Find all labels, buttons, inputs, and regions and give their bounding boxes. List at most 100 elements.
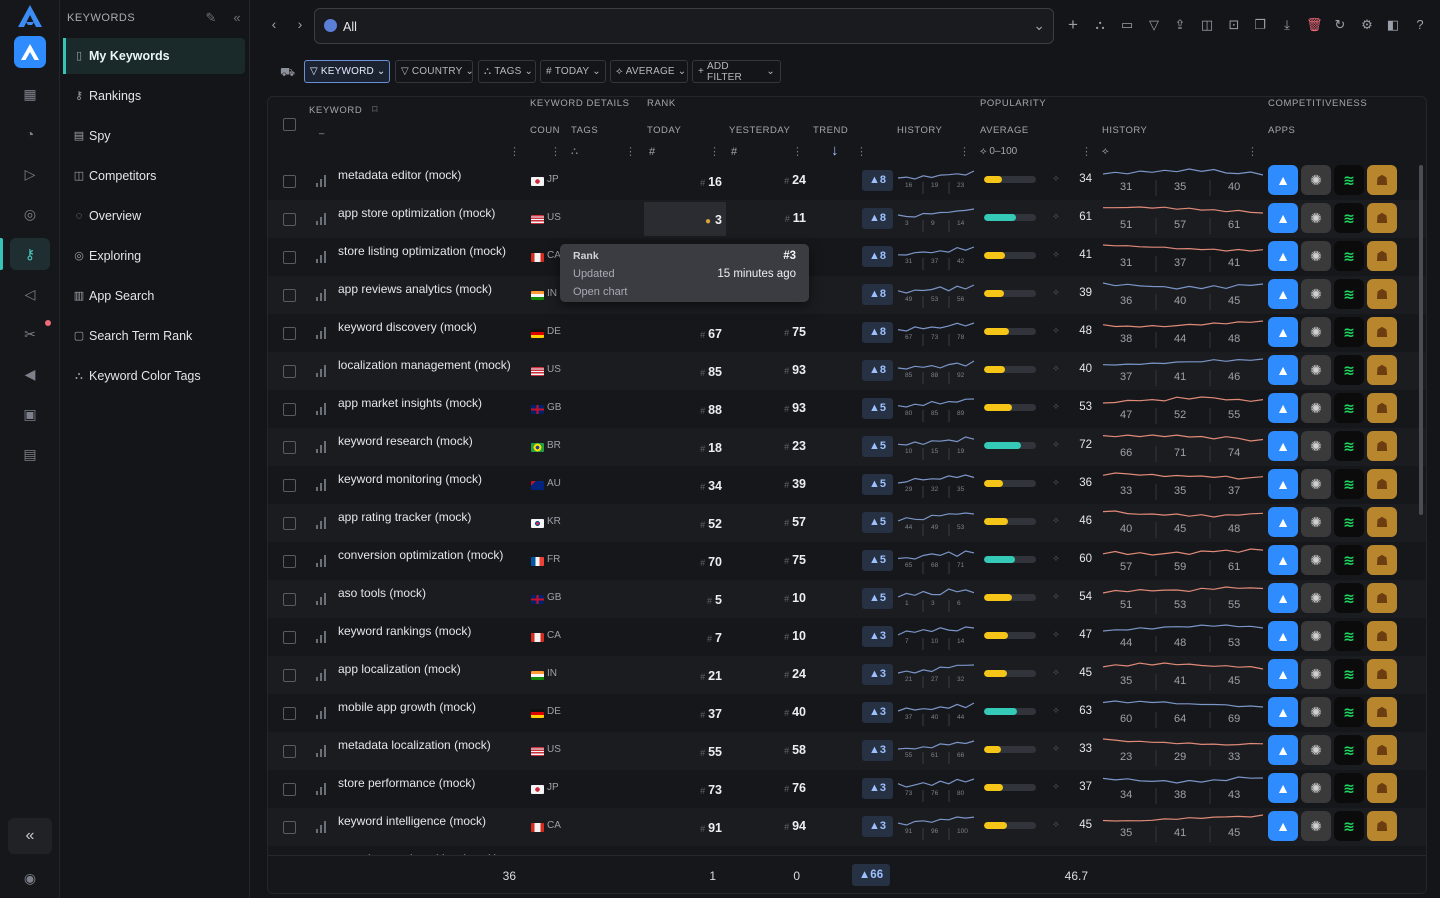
back-icon[interactable]: ‹	[271, 16, 277, 32]
sort-desc-icon[interactable]: ↓	[831, 142, 839, 159]
appfollow-app-icon[interactable]: ▲	[1268, 507, 1298, 537]
keyword-text[interactable]: app reviews analytics (mock)	[338, 282, 493, 296]
stats-icon[interactable]	[316, 479, 328, 491]
popularity-history-sparkline[interactable]	[1102, 430, 1264, 464]
table-row[interactable]: store listing optimization (mock) CA #31…	[268, 238, 1426, 276]
popularity-history-sparkline[interactable]	[1102, 810, 1264, 844]
header-apps[interactable]: APPS	[1268, 125, 1296, 136]
account-icon[interactable]: ◉	[23, 869, 37, 886]
app-avatar[interactable]	[14, 36, 46, 68]
appfollow-app-icon[interactable]: ▲	[1268, 279, 1298, 309]
stats-icon[interactable]	[316, 365, 328, 377]
row-checkbox[interactable]	[283, 175, 296, 188]
stats-icon[interactable]	[316, 821, 328, 833]
spotify-app-icon[interactable]: ≋	[1334, 735, 1364, 765]
table-row[interactable]: keyword research (mock) BR #18 #23 ▲5 10…	[268, 428, 1426, 466]
today-cell[interactable]: #16	[644, 164, 726, 198]
group-toggle-icon[interactable]: ⛟	[280, 65, 296, 79]
row-checkbox[interactable]	[283, 669, 296, 682]
chatgpt-app-icon[interactable]: ✺	[1301, 811, 1331, 841]
row-checkbox[interactable]	[283, 441, 296, 454]
header-tags[interactable]: TAGS	[571, 125, 599, 136]
row-checkbox[interactable]	[283, 517, 296, 530]
upload-icon[interactable]: ⇪	[1174, 17, 1186, 32]
spotify-app-icon[interactable]: ≋	[1334, 241, 1364, 271]
table-row[interactable]: keyword discovery (mock) DE #67 #75 ▲8 6…	[268, 314, 1426, 352]
chatgpt-app-icon[interactable]: ✺	[1301, 545, 1331, 575]
game-app-icon[interactable]: ☗	[1367, 583, 1397, 613]
today-cell[interactable]: #52	[644, 506, 726, 540]
appfollow-app-icon[interactable]: ▲	[1268, 241, 1298, 271]
game-app-icon[interactable]: ☗	[1367, 469, 1397, 499]
capture-icon[interactable]: ⊡	[1228, 17, 1240, 32]
rank-history-sparkline[interactable]	[897, 354, 975, 388]
stats-icon[interactable]	[316, 289, 328, 301]
rank-history-sparkline[interactable]	[897, 202, 975, 236]
game-app-icon[interactable]: ☗	[1367, 393, 1397, 423]
appfollow-app-icon[interactable]: ▲	[1268, 431, 1298, 461]
row-checkbox[interactable]	[283, 783, 296, 796]
rank-history-sparkline[interactable]	[897, 430, 975, 464]
rank-history-sparkline[interactable]	[897, 658, 975, 692]
appfollow-app-icon[interactable]: ▲	[1268, 811, 1298, 841]
campaign-icon[interactable]: ◀	[24, 365, 36, 382]
panel-toggle-icon[interactable]: ◧	[1386, 17, 1400, 32]
game-app-icon[interactable]: ☗	[1367, 355, 1397, 385]
today-cell[interactable]: #18	[644, 430, 726, 464]
table-row[interactable]: store performance (mock) JP #73 #76 ▲3 7…	[268, 770, 1426, 808]
game-app-icon[interactable]: ☗	[1367, 545, 1397, 575]
rank-history-sparkline[interactable]	[897, 278, 975, 312]
average-menu-icon[interactable]: ⋮	[1081, 146, 1092, 158]
appfollow-app-icon[interactable]: ▲	[1268, 697, 1298, 727]
rank-history-sparkline[interactable]	[897, 696, 975, 730]
spotify-app-icon[interactable]: ≋	[1334, 469, 1364, 499]
table-row[interactable]: app reviews analytics (mock) IN #49 #57 …	[268, 276, 1426, 314]
appfollow-app-icon[interactable]: ▲	[1268, 469, 1298, 499]
sidebar-item-my-keywords[interactable]: ▯ My Keywords	[63, 38, 245, 74]
popularity-history-sparkline[interactable]	[1102, 772, 1264, 806]
row-checkbox[interactable]	[283, 745, 296, 758]
popularity-history-sparkline[interactable]	[1102, 620, 1264, 654]
keyword-text[interactable]: store keyword tracking (mock)	[338, 852, 498, 855]
row-checkbox[interactable]	[283, 707, 296, 720]
report-icon[interactable]: ▣	[23, 405, 37, 422]
row-checkbox[interactable]	[283, 593, 296, 606]
appfollow-app-icon[interactable]: ▲	[1268, 773, 1298, 803]
chatgpt-app-icon[interactable]: ✺	[1301, 279, 1331, 309]
sidebar-item-keyword-color-tags[interactable]: ⛬ Keyword Color Tags	[63, 358, 245, 394]
spotify-app-icon[interactable]: ≋	[1334, 545, 1364, 575]
table-row[interactable]: aso tools (mock) GB #5 #10 ▲5 1 3 6 ⟡ 54…	[268, 580, 1426, 618]
spotify-app-icon[interactable]: ≋	[1334, 393, 1364, 423]
popularity-history-sparkline[interactable]	[1102, 278, 1264, 312]
filter-today[interactable]: # TODAY ⌄	[540, 60, 606, 83]
today-cell[interactable]: #91	[644, 810, 726, 844]
row-checkbox[interactable]	[283, 821, 296, 834]
chatgpt-app-icon[interactable]: ✺	[1301, 469, 1331, 499]
sidebar-item-rankings[interactable]: ⚷ Rankings	[63, 78, 245, 114]
rank-history-sparkline[interactable]	[897, 316, 975, 350]
popularity-history-sparkline[interactable]	[1102, 734, 1264, 768]
table-row[interactable]: keyword rankings (mock) CA #7 #10 ▲3 7 1…	[268, 618, 1426, 656]
today-cell[interactable]: #67	[644, 316, 726, 350]
spotify-app-icon[interactable]: ≋	[1334, 507, 1364, 537]
keyword-text[interactable]: app market insights (mock)	[338, 396, 483, 410]
apple-icon[interactable]: ◔	[25, 126, 35, 142]
filter-tags[interactable]: ⛬ TAGS ⌄	[478, 60, 536, 83]
popularity-history-sparkline[interactable]	[1102, 316, 1264, 350]
stats-icon[interactable]	[316, 669, 328, 681]
spotify-app-icon[interactable]: ≋	[1334, 279, 1364, 309]
spotify-app-icon[interactable]: ≋	[1334, 355, 1364, 385]
trend-menu-icon[interactable]: ⋮	[856, 146, 867, 158]
table-row[interactable]: keyword monitoring (mock) AU #34 #39 ▲5 …	[268, 466, 1426, 504]
stats-icon[interactable]	[316, 175, 328, 187]
row-checkbox[interactable]	[283, 631, 296, 644]
keyword-text[interactable]: conversion optimization (mock)	[338, 548, 504, 562]
settings-icon[interactable]: ⚙	[1361, 17, 1373, 32]
rank-history-sparkline[interactable]	[897, 620, 975, 654]
stats-icon[interactable]	[316, 707, 328, 719]
history-menu-icon[interactable]: ⋮	[959, 146, 970, 158]
spotify-app-icon[interactable]: ≋	[1334, 773, 1364, 803]
keyword-text[interactable]: aso tools (mock)	[338, 586, 427, 600]
stats-icon[interactable]	[316, 213, 328, 225]
game-app-icon[interactable]: ☗	[1367, 203, 1397, 233]
